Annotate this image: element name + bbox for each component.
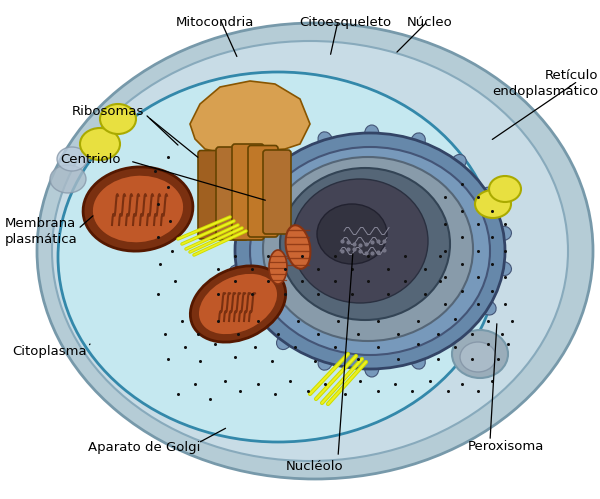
Ellipse shape [50,165,86,193]
Ellipse shape [229,264,245,278]
Ellipse shape [198,273,278,335]
Text: Mitocondria: Mitocondria [176,16,254,29]
Text: Centriolo: Centriolo [60,153,121,166]
Ellipse shape [318,132,332,148]
Ellipse shape [365,125,379,141]
Ellipse shape [286,225,310,269]
Ellipse shape [460,342,496,372]
Ellipse shape [277,153,292,168]
Ellipse shape [245,303,261,318]
Ellipse shape [58,72,498,442]
Text: Peroxisoma: Peroxisoma [468,441,544,454]
Ellipse shape [451,332,466,347]
Text: Aparato de Golgi: Aparato de Golgi [88,441,200,454]
Text: Retículo
endoplasmático: Retículo endoplasmático [492,69,598,98]
Ellipse shape [481,187,496,202]
Ellipse shape [263,157,473,341]
Ellipse shape [489,176,521,202]
FancyBboxPatch shape [263,150,291,234]
Ellipse shape [475,190,511,218]
Polygon shape [190,81,310,154]
Ellipse shape [451,155,466,170]
Ellipse shape [37,23,593,479]
FancyBboxPatch shape [216,147,248,240]
FancyBboxPatch shape [248,146,278,237]
Ellipse shape [190,266,286,342]
Ellipse shape [318,354,332,370]
Ellipse shape [245,184,261,199]
FancyBboxPatch shape [232,144,264,240]
Ellipse shape [83,167,193,251]
Ellipse shape [280,168,450,320]
Text: Ribosomas: Ribosomas [72,104,145,117]
FancyBboxPatch shape [198,151,232,239]
Ellipse shape [100,104,136,134]
Ellipse shape [317,204,387,264]
Ellipse shape [92,175,184,243]
Ellipse shape [269,250,287,284]
Ellipse shape [229,224,245,238]
Ellipse shape [452,330,508,378]
Text: Membrana
plasmática: Membrana plasmática [5,217,78,246]
Text: Citoplasma: Citoplasma [12,344,86,357]
Ellipse shape [250,147,490,355]
Ellipse shape [365,361,379,377]
Ellipse shape [57,147,87,171]
Ellipse shape [235,133,505,369]
Text: Núcleo: Núcleo [407,16,453,29]
Ellipse shape [411,133,425,149]
Ellipse shape [52,41,568,461]
Ellipse shape [80,128,120,160]
Text: Citoesqueleto: Citoesqueleto [299,16,391,29]
Text: Nucléolo: Nucléolo [286,460,344,473]
Ellipse shape [277,334,292,349]
Ellipse shape [292,179,428,303]
Ellipse shape [496,227,511,241]
Ellipse shape [481,300,496,315]
Ellipse shape [496,261,511,275]
Ellipse shape [411,353,425,369]
